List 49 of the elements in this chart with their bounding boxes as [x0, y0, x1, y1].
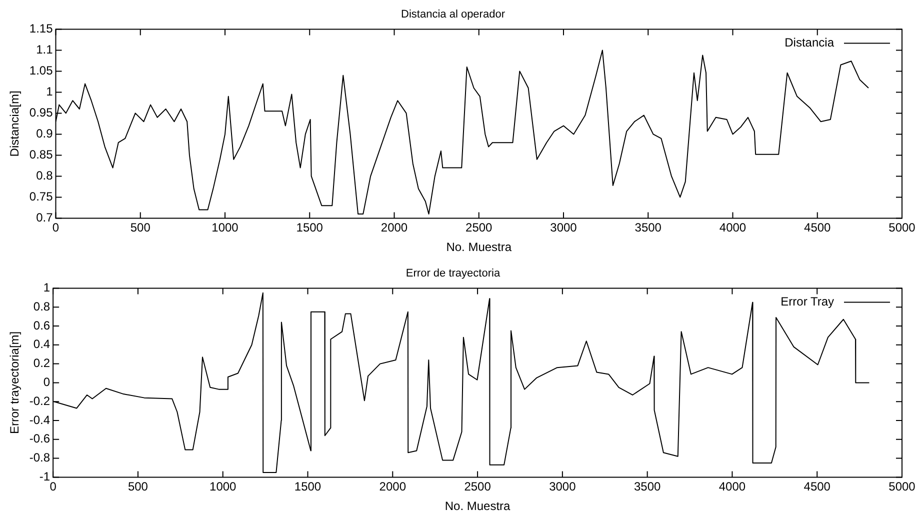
y-tick-label: 1 — [43, 280, 50, 295]
x-tick-label: 3500 — [634, 480, 661, 494]
y-tick-label: -0.2 — [29, 394, 50, 408]
y-tick-label: 1.05 — [29, 64, 54, 78]
y-tick-label: 0.8 — [33, 299, 50, 314]
x-tick-label: 5000 — [888, 480, 916, 494]
y-tick-label: 0.85 — [29, 148, 54, 162]
x-tick-label: 1500 — [294, 480, 322, 494]
x-tick-label: 5000 — [888, 220, 916, 235]
y-tick-label: -0.8 — [29, 450, 50, 465]
y-tick-label: 0.95 — [29, 106, 54, 120]
x-tick-label: 4500 — [804, 480, 831, 494]
x-tick-label: 3000 — [550, 220, 578, 235]
x-tick-label: 2500 — [464, 480, 492, 494]
x-tick-label: 4000 — [718, 480, 746, 494]
x-tick-label: 2000 — [380, 220, 408, 235]
y-tick-label: 1 — [46, 84, 54, 99]
y-tick-label: 0.2 — [33, 356, 50, 370]
y-axis-title: Distancia[m] — [8, 90, 22, 157]
x-tick-label: 4500 — [804, 220, 832, 235]
x-tick-label: 500 — [130, 220, 151, 235]
y-tick-label: 0 — [43, 375, 50, 390]
y-tick-label: 1.15 — [29, 22, 54, 36]
y-tick-label: -0.4 — [29, 412, 50, 427]
x-tick-label: 3500 — [634, 220, 662, 235]
legend-label: Error Tray — [780, 294, 834, 309]
x-tick-label: 3000 — [549, 480, 576, 494]
x-tick-label: 500 — [128, 480, 148, 494]
y-tick-label: 0.6 — [33, 318, 50, 332]
y-tick-label: 0.75 — [29, 190, 54, 204]
x-tick-label: 2500 — [466, 220, 493, 235]
chart-title: Distancia al operador — [401, 8, 506, 21]
y-tick-label: 0.4 — [33, 337, 50, 352]
y-tick-label: 0.7 — [36, 210, 54, 225]
x-tick-label: 1000 — [212, 220, 239, 235]
x-tick-label: 2000 — [379, 480, 406, 494]
x-axis-title: No. Muestra — [446, 240, 512, 254]
y-tick-label: 0.9 — [36, 126, 54, 141]
x-tick-label: 4000 — [719, 220, 746, 235]
legend-label: Distancia — [784, 36, 834, 50]
y-axis-title: Error trayectoria[m] — [8, 331, 22, 434]
y-tick-label: -1 — [39, 470, 50, 484]
y-tick-label: -0.6 — [29, 432, 50, 446]
y-tick-label: 1.1 — [36, 42, 54, 57]
x-tick-label: 1000 — [210, 480, 237, 494]
chart-title: Error de trayectoria — [406, 268, 501, 280]
x-tick-label: 1500 — [296, 220, 324, 235]
x-axis-title: No. Muestra — [444, 499, 511, 514]
y-tick-label: 0.8 — [36, 168, 54, 183]
